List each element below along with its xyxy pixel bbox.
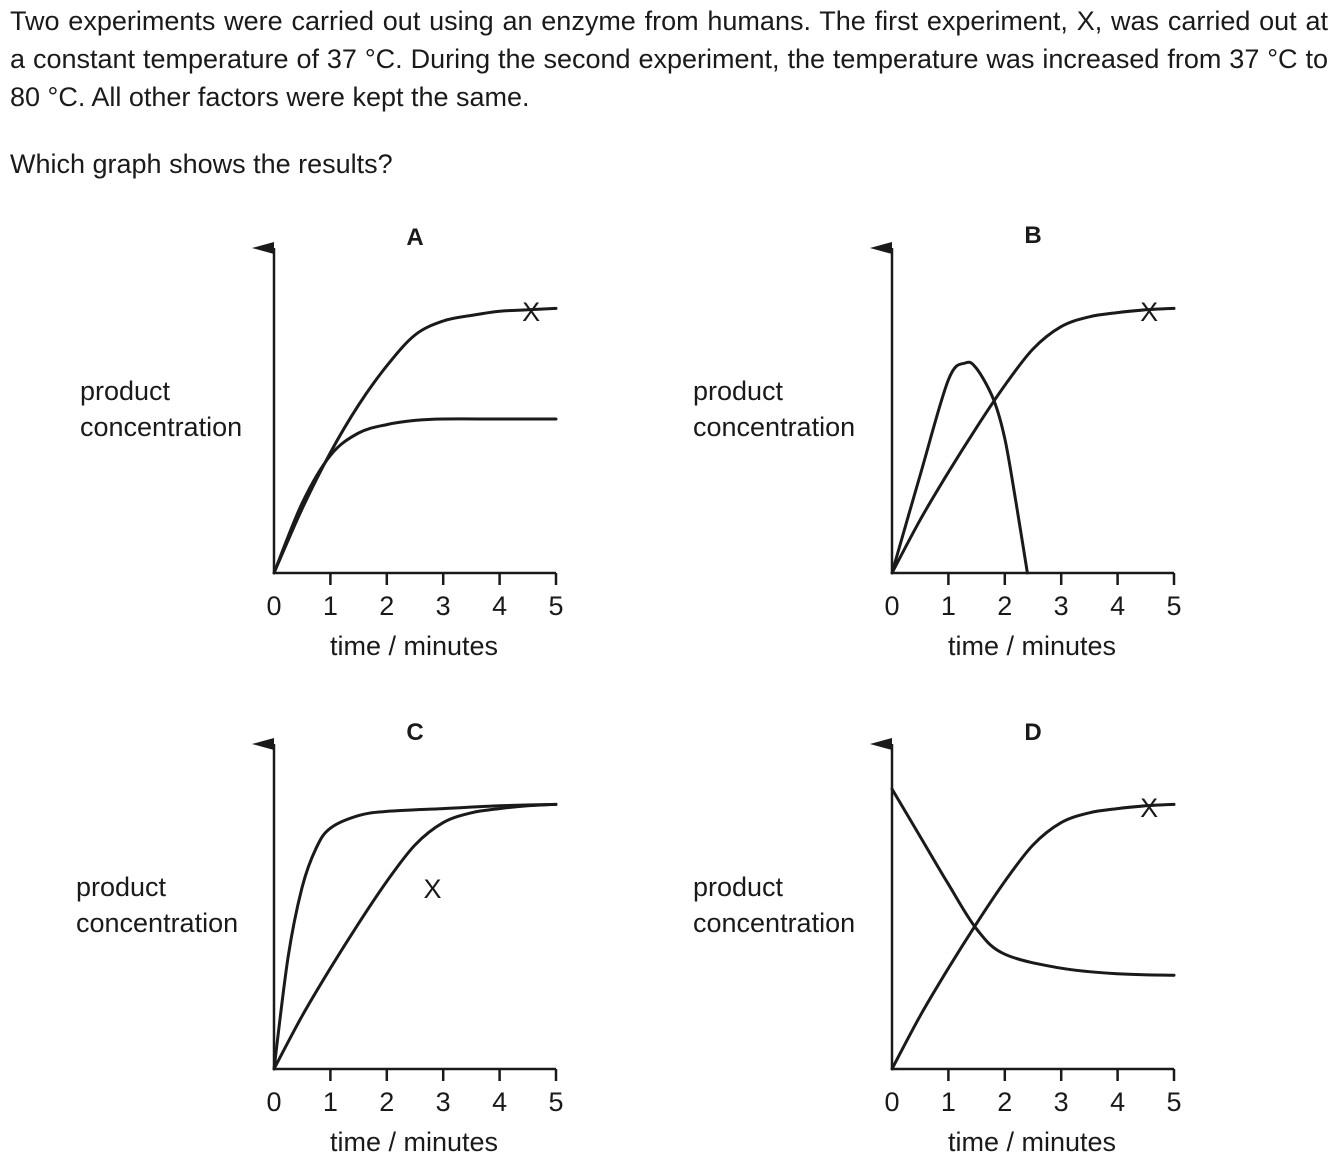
x-tick-label: 5 bbox=[1166, 591, 1181, 621]
x-tick-label: 2 bbox=[379, 591, 394, 621]
graph-option-c[interactable]: C 0 1 2 3 4 5 time / minutes product concentratio… bbox=[76, 719, 564, 1157]
series-line-second bbox=[272, 802, 558, 1071]
x-axis-label: time / minutes bbox=[948, 631, 1116, 661]
x-tick-label: 3 bbox=[436, 591, 451, 621]
x-tick-label: 0 bbox=[884, 591, 899, 621]
series-line-x bbox=[272, 306, 558, 575]
x-axis-label: time / minutes bbox=[330, 1127, 498, 1157]
x-tick-label: 3 bbox=[1054, 591, 1069, 621]
y-axis-label: concentration bbox=[693, 908, 855, 938]
x-axis-label: time / minutes bbox=[948, 1127, 1116, 1157]
x-tick-label: 3 bbox=[1054, 1087, 1069, 1117]
x-tick-label: 5 bbox=[548, 591, 563, 621]
x-tick-label: 4 bbox=[1110, 591, 1125, 621]
series-label-x: X bbox=[522, 297, 540, 327]
x-tick-label: 1 bbox=[941, 1087, 956, 1117]
graph-label: A bbox=[406, 224, 423, 251]
x-tick-label: 1 bbox=[323, 1087, 338, 1117]
x-tick-label: 5 bbox=[1166, 1087, 1181, 1117]
x-tick-label: 4 bbox=[492, 591, 507, 621]
x-axis-label: time / minutes bbox=[330, 631, 498, 661]
graph-option-b[interactable]: B 0 1 2 3 4 5 time / minutes product concentratio… bbox=[693, 222, 1182, 661]
graph-option-a[interactable]: A 0 1 2 3 4 5 time / minutes product concentratio… bbox=[80, 224, 564, 661]
x-tick-label: 2 bbox=[379, 1087, 394, 1117]
y-axis-label: product bbox=[693, 376, 784, 406]
x-tick-label: 1 bbox=[941, 591, 956, 621]
series-label-x: X bbox=[423, 874, 441, 904]
series-line-second bbox=[272, 417, 558, 575]
y-axis-label: concentration bbox=[76, 908, 238, 938]
y-axis-label: product bbox=[76, 872, 167, 902]
x-tick-label: 2 bbox=[997, 1087, 1012, 1117]
x-tick-label: 0 bbox=[266, 591, 281, 621]
x-tick-label: 3 bbox=[436, 1087, 451, 1117]
series-label-x: X bbox=[1140, 793, 1158, 823]
x-tick-label: 0 bbox=[884, 1087, 899, 1117]
y-axis-label: product bbox=[80, 376, 171, 406]
question-stem: Two experiments were carried out using a… bbox=[10, 6, 1328, 112]
x-tick-label: 4 bbox=[492, 1087, 507, 1117]
series-label-x: X bbox=[1140, 297, 1158, 327]
x-tick-label: 2 bbox=[997, 591, 1012, 621]
graph-label: B bbox=[1024, 222, 1041, 249]
series-line-second bbox=[890, 360, 1029, 575]
x-tick-label: 0 bbox=[266, 1087, 281, 1117]
y-axis-label: concentration bbox=[693, 412, 855, 442]
x-tick-label: 1 bbox=[323, 591, 338, 621]
graph-label: D bbox=[1024, 719, 1041, 746]
x-tick-label: 4 bbox=[1110, 1087, 1125, 1117]
series-line-second bbox=[890, 787, 1176, 977]
series-line-x bbox=[272, 802, 558, 1071]
x-tick-label: 5 bbox=[548, 1087, 563, 1117]
question-prompt: Which graph shows the results? bbox=[10, 149, 393, 179]
graph-option-d[interactable]: D 0 1 2 3 4 5 time / minutes product concentratio… bbox=[693, 719, 1182, 1157]
series-line-x bbox=[890, 802, 1176, 1071]
y-axis-label: concentration bbox=[80, 412, 242, 442]
graph-label: C bbox=[406, 719, 423, 746]
y-axis-label: product bbox=[693, 872, 784, 902]
series-line-x bbox=[890, 306, 1176, 575]
